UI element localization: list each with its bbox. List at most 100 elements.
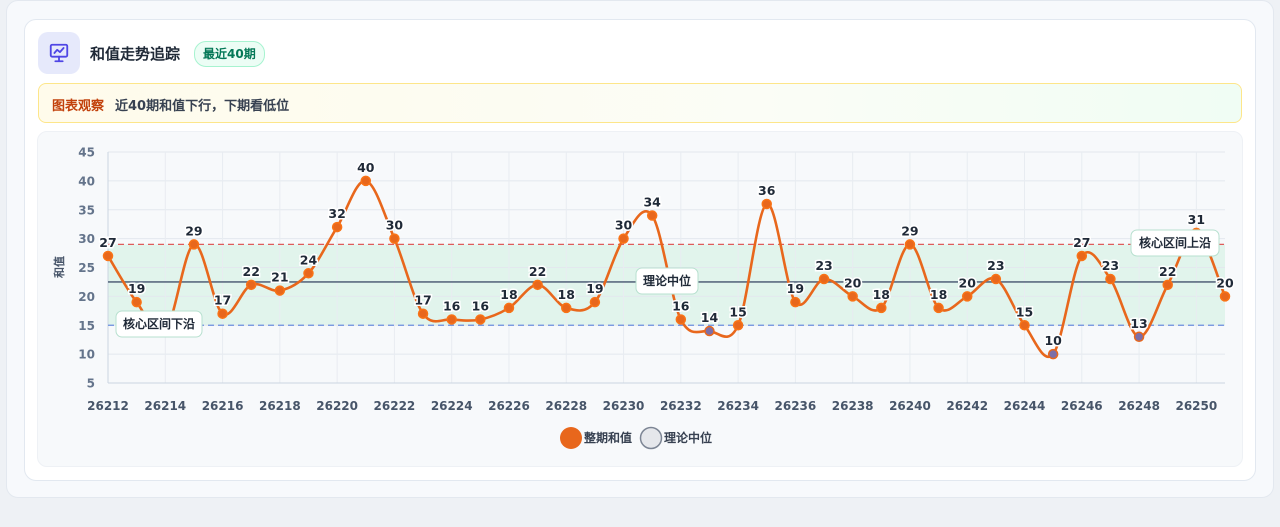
x-tick-label: 26250 <box>1175 399 1217 413</box>
x-tick-label: 26222 <box>374 399 416 413</box>
data-point <box>331 221 343 233</box>
upper-bound-callout-box <box>1130 229 1220 257</box>
data-label: 18 <box>930 287 947 302</box>
x-tick-label: 26238 <box>832 399 874 413</box>
x-tick-label: 26212 <box>87 399 129 413</box>
data-point <box>475 314 486 325</box>
data-point <box>561 302 572 314</box>
data-label: 18 <box>558 287 575 302</box>
data-point <box>503 302 515 314</box>
x-tick-label: 26224 <box>431 399 473 413</box>
data-point <box>876 302 887 314</box>
data-label: 29 <box>901 223 918 238</box>
data-point <box>446 314 457 325</box>
data-label: 19 <box>787 281 804 296</box>
data-label: 30 <box>386 218 404 233</box>
x-tick-label: 26232 <box>660 399 702 413</box>
data-point <box>1219 291 1231 302</box>
data-point <box>990 273 1002 285</box>
x-tick-label: 26214 <box>144 399 186 413</box>
data-point <box>589 296 601 308</box>
data-label: 18 <box>873 287 890 302</box>
data-label: 10 <box>1044 333 1062 348</box>
x-tick-label: 26228 <box>545 399 587 413</box>
y-tick-label: 5 <box>87 377 95 391</box>
y-tick-label: 20 <box>78 290 95 304</box>
x-tick-label: 26236 <box>775 399 817 413</box>
data-label: 18 <box>500 287 517 302</box>
x-tick-label: 26240 <box>889 399 931 413</box>
x-tick-label: 26248 <box>1118 399 1160 413</box>
data-point <box>1076 250 1088 262</box>
data-point <box>102 250 114 262</box>
x-tick-label: 26226 <box>488 399 530 413</box>
lower-bound-callout-box <box>115 310 203 338</box>
data-point <box>847 291 858 302</box>
data-point <box>761 198 772 210</box>
data-point <box>1162 279 1173 291</box>
data-label: 30 <box>615 218 633 233</box>
data-label: 19 <box>128 281 145 296</box>
data-label: 19 <box>586 281 603 296</box>
data-point <box>417 308 429 319</box>
data-label: 23 <box>987 258 1004 273</box>
data-point <box>188 239 200 250</box>
data-label: 40 <box>357 160 375 175</box>
data-point <box>360 175 372 187</box>
y-tick-label: 40 <box>78 174 95 188</box>
data-label: 24 <box>300 252 318 267</box>
data-label: 15 <box>729 304 746 319</box>
data-point <box>790 296 801 308</box>
legend-swatch-median <box>639 426 663 450</box>
y-axis-label: 和值 <box>52 256 66 278</box>
series-line <box>106 179 1227 359</box>
data-label: 17 <box>414 293 431 308</box>
y-tick-label: 45 <box>78 146 95 160</box>
data-label: 23 <box>1102 258 1119 273</box>
x-tick-label: 26244 <box>1004 399 1046 413</box>
data-point <box>646 210 658 221</box>
median-callout: 理论中位 <box>643 273 691 288</box>
observation-banner: 图表观察 近40期和值下行，下期看低位 <box>38 83 1242 123</box>
data-label: 32 <box>328 206 345 221</box>
data-label: 14 <box>701 310 719 325</box>
y-tick-label: 10 <box>78 348 95 362</box>
data-point <box>675 314 687 325</box>
data-point <box>303 268 314 279</box>
data-label: 34 <box>643 195 661 210</box>
data-point <box>217 308 228 319</box>
presentation-chart-icon <box>38 32 80 74</box>
data-point <box>1133 331 1145 343</box>
data-label: 17 <box>214 293 231 308</box>
x-tick-label: 26220 <box>316 399 358 413</box>
data-point <box>704 325 715 337</box>
data-label: 22 <box>529 264 546 279</box>
observation-tag: 图表观察 <box>52 99 105 114</box>
data-point <box>618 233 629 244</box>
data-label: 20 <box>844 275 862 290</box>
data-point <box>933 302 944 314</box>
data-point <box>818 273 830 285</box>
data-label: 27 <box>1073 235 1090 250</box>
y-tick-label: 15 <box>78 319 95 333</box>
data-point <box>131 296 142 308</box>
median-callout-box <box>635 267 699 295</box>
y-tick-label: 30 <box>78 232 95 246</box>
data-label: 22 <box>1159 264 1176 279</box>
data-label: 21 <box>271 270 288 285</box>
data-label: 27 <box>99 235 116 250</box>
legend-swatch-series <box>560 427 582 449</box>
data-label: 16 <box>472 298 490 313</box>
data-label: 16 <box>672 298 690 313</box>
data-label: 23 <box>815 258 832 273</box>
lower-bound-callout: 核心区间下沿 <box>123 316 195 331</box>
data-label: 31 <box>1188 212 1205 227</box>
data-point <box>1019 320 1030 331</box>
x-tick-label: 26242 <box>946 399 988 413</box>
data-label: 22 <box>243 264 260 279</box>
data-point <box>1047 348 1059 360</box>
data-point <box>904 239 916 250</box>
data-label: 29 <box>185 223 202 238</box>
data-point <box>961 291 973 302</box>
